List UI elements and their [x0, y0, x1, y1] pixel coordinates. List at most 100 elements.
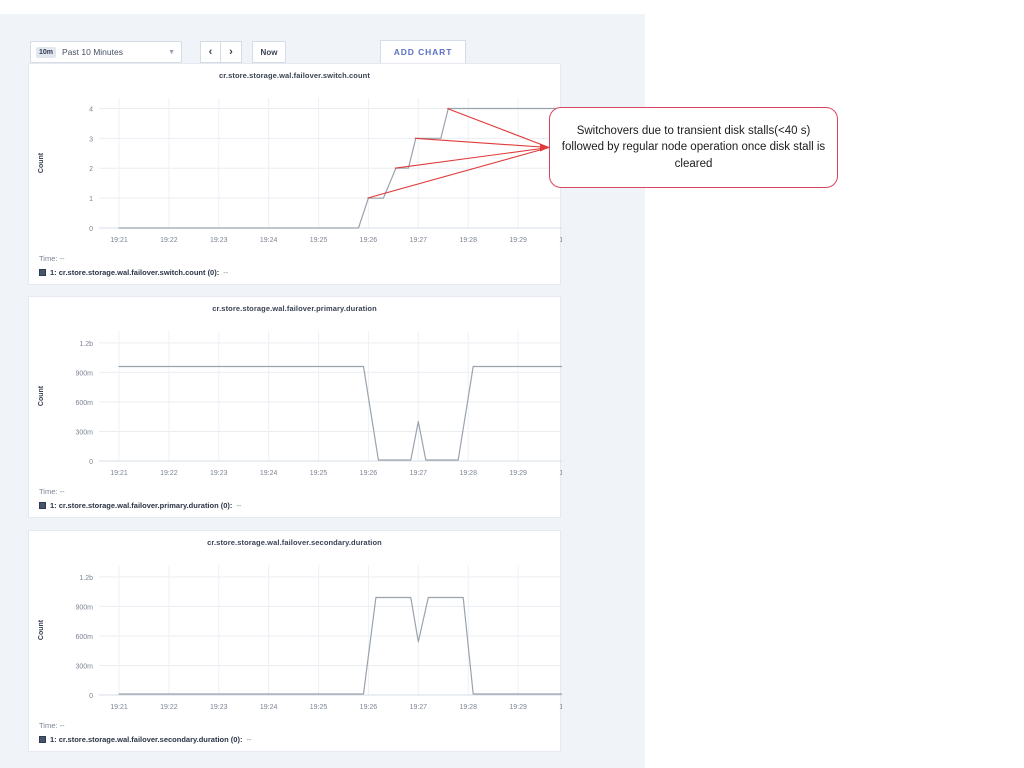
- svg-text:19:23: 19:23: [210, 470, 228, 477]
- svg-text:19:27: 19:27: [410, 704, 428, 711]
- svg-text:900m: 900m: [75, 604, 93, 611]
- svg-text:19:21: 19:21: [110, 704, 128, 711]
- chart-time-readout: Time: --: [39, 487, 550, 496]
- svg-text:19:29: 19:29: [509, 704, 527, 711]
- chevron-down-icon: ▼: [168, 48, 175, 56]
- svg-text:19:24: 19:24: [260, 470, 278, 477]
- svg-text:19:28: 19:28: [459, 470, 477, 477]
- chart-time-label: Time:: [39, 721, 58, 730]
- time-nav-group: ‹ ›: [200, 41, 242, 63]
- legend-metric-value: --: [236, 501, 242, 510]
- svg-text:19:29: 19:29: [509, 237, 527, 244]
- chart-plot-area[interactable]: 0 1 2 3 4 19:21 19:22 19:23 19:24 19:25 19:26 19:27…: [29, 80, 562, 250]
- time-range-selector[interactable]: 10m Past 10 Minutes ▼: [30, 41, 182, 63]
- chart-plot-area[interactable]: 0 300m 600m 900m 1.2b 19:21 19:22 19:23 19:24 19:…: [29, 547, 562, 717]
- chart-svg: 0 300m 600m 900m 1.2b 19:21 19:22 19:23 19:24 19:…: [38, 565, 562, 711]
- chart-legend[interactable]: 1: cr.store.storage.wal.failover.switch.…: [39, 268, 550, 277]
- svg-text:19:30: 19:30: [559, 704, 562, 711]
- svg-text:19:29: 19:29: [509, 470, 527, 477]
- svg-text:Count: Count: [38, 385, 45, 406]
- svg-text:900m: 900m: [75, 370, 93, 377]
- svg-text:19:24: 19:24: [260, 237, 278, 244]
- svg-text:19:23: 19:23: [210, 237, 228, 244]
- chart-title: cr.store.storage.wal.failover.primary.du…: [212, 304, 377, 313]
- svg-text:300m: 300m: [75, 429, 93, 436]
- legend-metric-name: cr.store.storage.wal.failover.secondary.…: [58, 735, 243, 744]
- svg-text:19:21: 19:21: [110, 470, 128, 477]
- svg-text:600m: 600m: [75, 400, 93, 407]
- chart-svg: 0 1 2 3 4 19:21 19:22 19:23 19:24 19:25 19:26 19:27…: [38, 98, 562, 244]
- chart-card[interactable]: cr.store.storage.wal.failover.primary.du…: [28, 296, 562, 518]
- svg-text:0: 0: [89, 459, 93, 466]
- svg-text:19:22: 19:22: [160, 470, 178, 477]
- chart-svg: 0 300m 600m 900m 1.2b 19:21 19:22 19:23 19:24 19:…: [38, 331, 562, 477]
- legend-index: 1:: [50, 268, 57, 277]
- svg-text:19:22: 19:22: [160, 704, 178, 711]
- svg-text:300m: 300m: [75, 663, 93, 670]
- svg-text:19:30: 19:30: [559, 237, 562, 244]
- svg-text:19:30: 19:30: [559, 470, 562, 477]
- svg-text:2: 2: [89, 166, 93, 173]
- chart-title: cr.store.storage.wal.failover.switch.cou…: [219, 71, 370, 80]
- svg-text:19:21: 19:21: [110, 237, 128, 244]
- svg-text:1.2b: 1.2b: [79, 341, 93, 348]
- svg-text:19:22: 19:22: [160, 237, 178, 244]
- legend-index: 1:: [50, 735, 57, 744]
- svg-text:19:26: 19:26: [360, 704, 378, 711]
- svg-text:19:23: 19:23: [210, 704, 228, 711]
- add-chart-button[interactable]: ADD CHART: [380, 40, 466, 64]
- svg-text:4: 4: [89, 106, 93, 113]
- chart-footer: Time: -- 1: cr.store.storage.wal.failove…: [29, 487, 560, 510]
- svg-text:1: 1: [89, 196, 93, 203]
- legend-metric-value: --: [246, 735, 252, 744]
- chart-time-label: Time:: [39, 254, 58, 263]
- legend-index: 1:: [50, 501, 57, 510]
- svg-text:Count: Count: [38, 152, 45, 173]
- svg-text:19:27: 19:27: [410, 470, 428, 477]
- legend-metric-name: cr.store.storage.wal.failover.primary.du…: [58, 501, 233, 510]
- chart-footer: Time: -- 1: cr.store.storage.wal.failove…: [29, 254, 560, 277]
- next-time-button[interactable]: ›: [221, 41, 242, 63]
- svg-text:19:28: 19:28: [459, 704, 477, 711]
- chart-card[interactable]: cr.store.storage.wal.failover.switch.cou…: [28, 63, 562, 285]
- svg-text:600m: 600m: [75, 634, 93, 641]
- svg-text:19:26: 19:26: [360, 470, 378, 477]
- chart-time-value: --: [59, 254, 65, 263]
- legend-color-swatch: [39, 502, 46, 509]
- toolbar: 10m Past 10 Minutes ▼ ‹ › Now ADD CHART: [30, 40, 620, 64]
- legend-color-swatch: [39, 736, 46, 743]
- annotation-text: Switchovers due to transient disk stalls…: [561, 125, 826, 170]
- svg-text:19:25: 19:25: [310, 470, 328, 477]
- now-button[interactable]: Now: [252, 41, 286, 63]
- chart-title: cr.store.storage.wal.failover.secondary.…: [207, 538, 382, 547]
- svg-text:19:25: 19:25: [310, 704, 328, 711]
- chart-footer: Time: -- 1: cr.store.storage.wal.failove…: [29, 721, 560, 744]
- time-range-label: Past 10 Minutes: [62, 47, 123, 57]
- svg-text:0: 0: [89, 693, 93, 700]
- svg-text:3: 3: [89, 136, 93, 143]
- chart-time-readout: Time: --: [39, 254, 550, 263]
- svg-text:19:27: 19:27: [410, 237, 428, 244]
- svg-text:1.2b: 1.2b: [79, 575, 93, 582]
- annotation-callout-box: Switchovers due to transient disk stalls…: [549, 107, 838, 188]
- chart-time-readout: Time: --: [39, 721, 550, 730]
- svg-text:19:26: 19:26: [360, 237, 378, 244]
- annotation-callout: Switchovers due to transient disk stalls…: [549, 107, 838, 188]
- chart-card[interactable]: cr.store.storage.wal.failover.secondary.…: [28, 530, 562, 752]
- chart-time-value: --: [59, 721, 65, 730]
- chart-legend[interactable]: 1: cr.store.storage.wal.failover.seconda…: [39, 735, 550, 744]
- svg-text:Count: Count: [38, 619, 45, 640]
- prev-time-button[interactable]: ‹: [200, 41, 221, 63]
- chart-time-label: Time:: [39, 487, 58, 496]
- svg-text:19:24: 19:24: [260, 704, 278, 711]
- svg-text:19:25: 19:25: [310, 237, 328, 244]
- time-range-badge: 10m: [36, 46, 57, 58]
- legend-metric-value: --: [223, 268, 229, 277]
- chart-legend[interactable]: 1: cr.store.storage.wal.failover.primary…: [39, 501, 550, 510]
- svg-text:19:28: 19:28: [459, 237, 477, 244]
- chart-time-value: --: [59, 487, 65, 496]
- chart-plot-area[interactable]: 0 300m 600m 900m 1.2b 19:21 19:22 19:23 19:24 19:…: [29, 313, 562, 483]
- svg-text:0: 0: [89, 226, 93, 233]
